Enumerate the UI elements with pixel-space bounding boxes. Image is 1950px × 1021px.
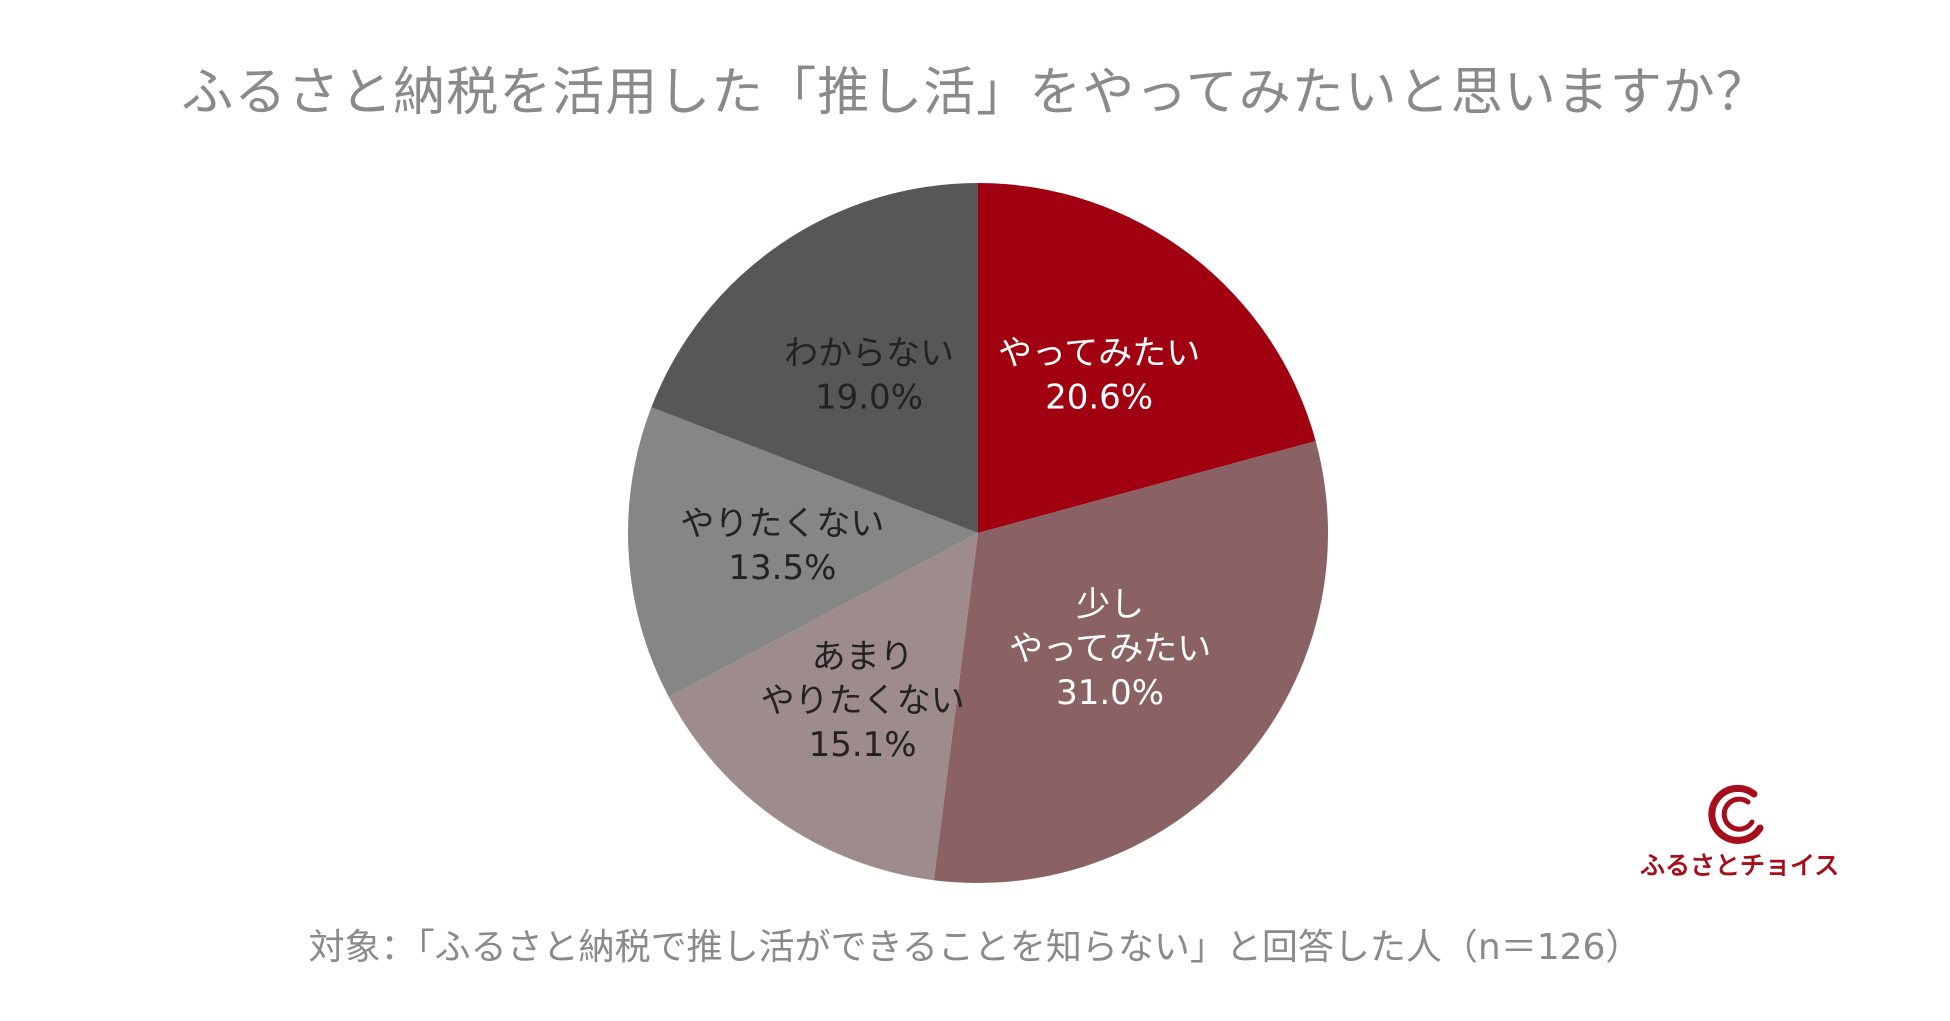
logo-text: ふるさとチョイス	[1640, 851, 1840, 880]
furusato-choice-c-logo-icon	[1708, 784, 1764, 844]
slice-label: 少しやってみたい 31.0%	[1009, 585, 1211, 713]
pie-slice	[628, 407, 978, 698]
pie-slice	[668, 533, 978, 881]
chart-title: ふるさと納税を活用した「推し活」をやってみたいと思いますか？	[181, 63, 1769, 123]
slice-label: わからない 19.0%	[784, 333, 954, 417]
brand-logo: ふるさとチョイス	[1640, 780, 1840, 890]
pie-slice	[978, 183, 1316, 533]
survey-target-note: 対象：「ふるさと納税で推し活ができることを知らない」と回答した人（n＝126）	[308, 927, 1642, 968]
slice-label: やりたくない 13.5%	[680, 504, 884, 588]
slice-label: やってみたい 20.6%	[998, 334, 1200, 418]
pie-slice	[933, 440, 1329, 884]
slice-label: あまりやりたくない 15.1%	[761, 637, 965, 765]
pie-slice	[651, 183, 978, 533]
